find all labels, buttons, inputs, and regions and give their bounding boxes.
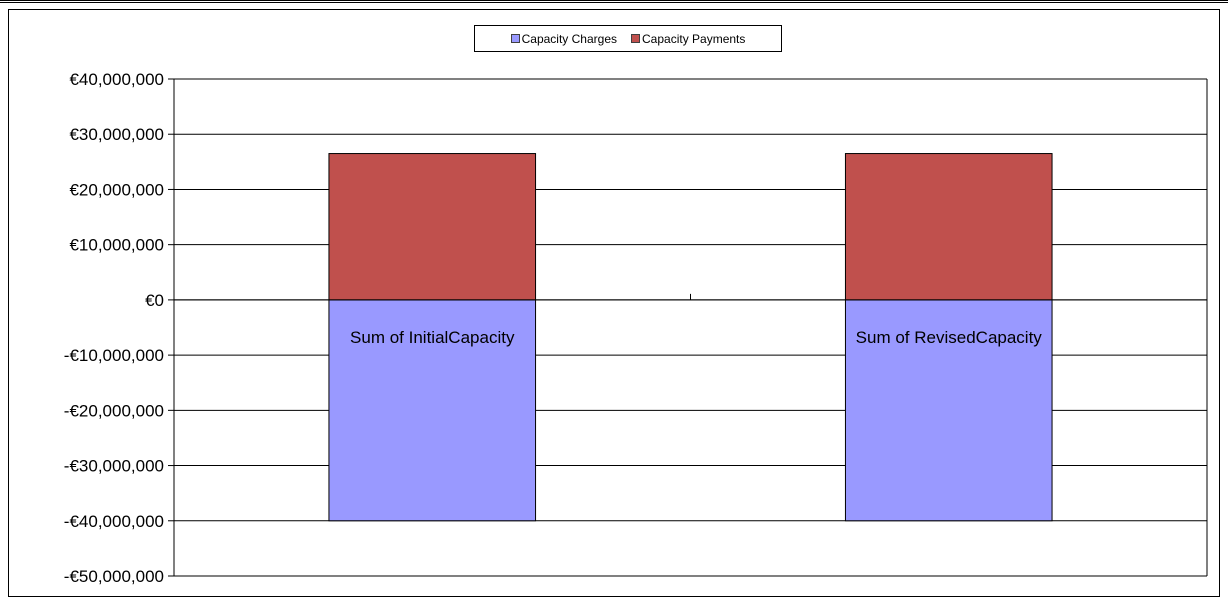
category-label: Sum of RevisedCapacity bbox=[856, 328, 1043, 347]
y-axis-tick-labels: €40,000,000 €30,000,000 €20,000,000 €10,000… bbox=[64, 70, 164, 586]
y-tick-label: €0 bbox=[145, 291, 164, 310]
bars bbox=[328, 153, 1053, 522]
y-tick-label: -€40,000,000 bbox=[64, 512, 164, 531]
y-tick-label: €40,000,000 bbox=[69, 70, 164, 89]
bar-capacity-payments bbox=[844, 153, 1053, 301]
y-tick-label: -€50,000,000 bbox=[64, 567, 164, 586]
legend-label-capacity-payments: Capacity Payments bbox=[642, 31, 746, 46]
category-labels: Sum of InitialCapacity Sum of RevisedCapa… bbox=[350, 328, 1042, 347]
y-tick-label: €20,000,000 bbox=[69, 180, 164, 199]
category-label: Sum of InitialCapacity bbox=[350, 328, 515, 347]
bar-capacity-charges bbox=[844, 299, 1053, 522]
y-tick-label: -€20,000,000 bbox=[64, 401, 164, 420]
bar-capacity-payments bbox=[328, 153, 537, 301]
y-tick-label: €30,000,000 bbox=[69, 125, 164, 144]
y-tick-label: -€10,000,000 bbox=[64, 346, 164, 365]
legend-item-capacity-charges: Capacity Charges bbox=[510, 31, 617, 46]
axes bbox=[173, 79, 1208, 576]
legend-swatch-capacity-charges bbox=[510, 34, 520, 43]
legend-label-capacity-charges: Capacity Charges bbox=[521, 31, 617, 46]
legend-item-capacity-payments: Capacity Payments bbox=[631, 32, 745, 46]
chart-border bbox=[8, 9, 1220, 597]
y-tick-label: -€30,000,000 bbox=[64, 457, 164, 476]
legend: Capacity Charges Capacity Payments bbox=[474, 25, 782, 52]
top-rule bbox=[0, 0, 1228, 3]
legend-swatch-capacity-payments bbox=[631, 34, 640, 43]
y-tick-label: €10,000,000 bbox=[69, 236, 164, 255]
bar-capacity-charges bbox=[328, 299, 537, 522]
